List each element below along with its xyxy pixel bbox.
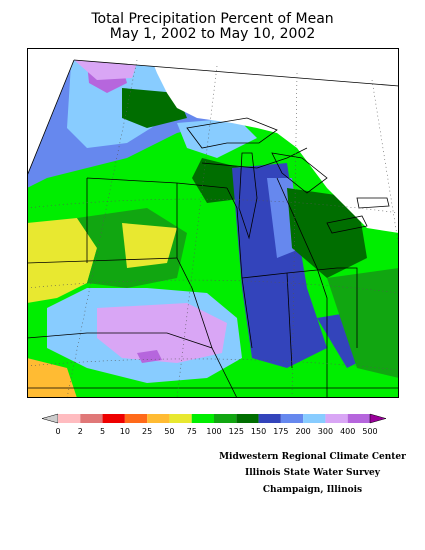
legend-label: 5: [100, 427, 105, 436]
legend-swatch: [280, 414, 304, 423]
legend-arrow-low: [41, 413, 59, 424]
legend-label: 400: [340, 427, 355, 436]
legend-swatch: [303, 414, 326, 423]
legend-swatch: [347, 414, 370, 423]
map-border: [27, 48, 399, 398]
legend-swatch: [214, 414, 237, 423]
legend-label: 125: [229, 427, 244, 436]
legend-swatch: [80, 414, 103, 423]
legend-swatch: [169, 414, 192, 423]
legend-label: 75: [187, 427, 197, 436]
legend-label: 50: [164, 427, 174, 436]
legend-label: 150: [251, 427, 266, 436]
lat-lon-grid: [27, 59, 399, 398]
great-lakes: [186, 117, 390, 240]
legend-label: 0: [55, 427, 60, 436]
legend-label: 175: [273, 427, 288, 436]
legend-label: 25: [142, 427, 152, 436]
precipitation-map: [27, 48, 399, 398]
legend-swatch: [102, 414, 125, 423]
legend-swatch: [191, 414, 214, 423]
legend-label: 100: [206, 427, 221, 436]
state-boundaries: [27, 59, 399, 398]
legend-arrow-high: [369, 413, 387, 424]
legend-label: 200: [296, 427, 311, 436]
legend-label: 2: [78, 427, 83, 436]
credit-organization: Midwestern Regional Climate Center: [219, 452, 406, 462]
canada-unshaded: [147, 48, 399, 233]
map-date-range: May 1, 2002 to May 10, 2002: [109, 26, 316, 42]
legend-swatch: [236, 414, 259, 423]
legend-label: 10: [120, 427, 130, 436]
credit-location: Champaign, Illinois: [262, 485, 363, 495]
map-title: Total Precipitation Percent of Mean: [91, 11, 334, 27]
credit-survey: Illinois State Water Survey: [244, 468, 381, 478]
legend-label: 500: [362, 427, 377, 436]
legend-swatch: [325, 414, 348, 423]
legend-swatch: [147, 414, 170, 423]
legend-swatch: [124, 414, 148, 423]
legend-label: 300: [318, 427, 333, 436]
legend-swatch: [258, 414, 281, 423]
color-scale-legend: 0 2 5 10 25 50 75 100 125 150 175 200 300 400 500: [41, 413, 387, 436]
legend-swatch: [58, 414, 81, 423]
